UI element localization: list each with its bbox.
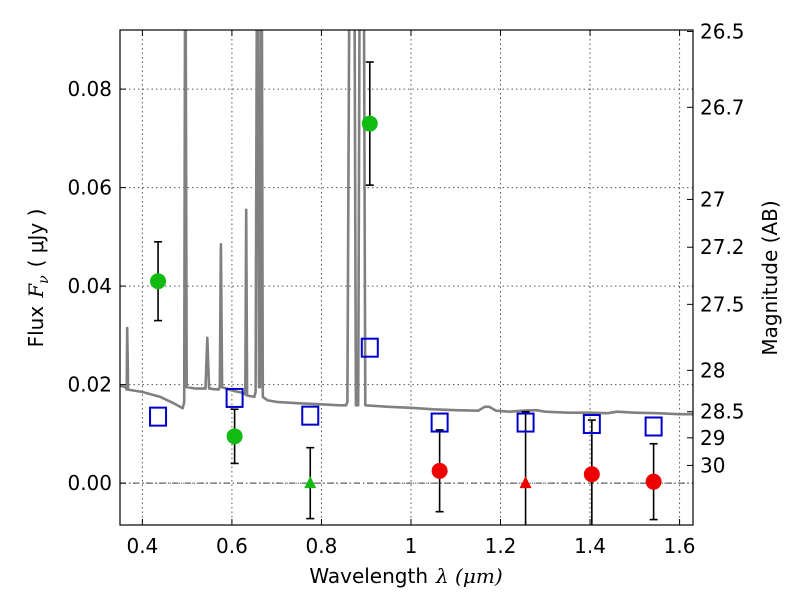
data-point-circle	[645, 473, 662, 490]
data-point-circle	[226, 428, 243, 445]
x-axis-ticks: 0.4 0.6 0.8 1 1.2 1.4 1.6	[126, 30, 695, 558]
model-flux-square	[360, 337, 379, 358]
x-tick-label: 0.4	[126, 534, 158, 558]
x-tick-label: 0.6	[216, 534, 248, 558]
y2-tick-label: 27.2	[700, 235, 745, 259]
y2-tick-label: 28.5	[700, 400, 745, 424]
y-axis-label-sub: ν	[36, 275, 52, 284]
model-flux-square	[149, 406, 168, 427]
model-flux-square	[582, 414, 601, 435]
x-axis-label-text: Wavelength	[309, 564, 428, 588]
y-axis-label-units: ( μJy )	[24, 209, 48, 268]
grid-lines	[120, 30, 693, 525]
y2-tick-label: 28	[700, 358, 725, 382]
y-tick-label: 0.02	[67, 373, 112, 397]
data-point-circle	[431, 462, 448, 479]
x-tick-label: 1	[405, 534, 418, 558]
data-point-triangle	[519, 476, 532, 489]
x-axis-label-math: λ (μm)	[435, 564, 503, 588]
y2-tick-label: 30	[700, 453, 725, 477]
y-tick-label: 0.00	[67, 471, 112, 495]
plot-frame	[119, 29, 694, 526]
model-flux-square	[301, 405, 320, 426]
model-flux-square	[430, 412, 449, 433]
sed-model-line	[120, 30, 693, 416]
y-axis-label-math: F	[24, 283, 48, 299]
model-flux-square	[225, 387, 244, 408]
y-tick-label: 0.04	[67, 274, 112, 298]
sed-model-curve	[120, 30, 693, 416]
y-axis-label: Flux Fν ( μJy )	[24, 209, 52, 348]
y2-axis-label: Magnitude (AB)	[758, 200, 782, 355]
y2-tick-label: 29	[700, 426, 725, 450]
y2-tick-label: 26.7	[700, 95, 745, 119]
model-flux-square	[644, 416, 663, 437]
data-point-circle	[583, 466, 600, 483]
y-axis-label-text: Flux	[24, 306, 48, 348]
y-axis-ticks: 0.00 0.02 0.04 0.06 0.08	[67, 77, 126, 495]
x-tick-label: 0.8	[306, 534, 338, 558]
y2-tick-label: 27.5	[700, 292, 745, 316]
y2-tick-label: 26.5	[700, 19, 745, 43]
x-tick-label: 1.4	[574, 534, 606, 558]
data-point-triangle	[304, 476, 317, 489]
data-point-circle	[361, 115, 378, 132]
y-tick-label: 0.06	[67, 176, 112, 200]
x-tick-label: 1.6	[664, 534, 696, 558]
x-axis-label: Wavelength λ (μm)	[309, 564, 502, 588]
y-tick-label: 0.08	[67, 77, 112, 101]
model-flux-square	[516, 412, 535, 433]
x-tick-label: 1.2	[485, 534, 517, 558]
y2-tick-label: 27	[700, 187, 725, 211]
y2-axis-ticks: 26.5 26.7 27 27.2 27.5 28 28.529 30	[687, 19, 745, 477]
data-point-circle	[150, 273, 167, 290]
data-markers	[149, 115, 663, 490]
